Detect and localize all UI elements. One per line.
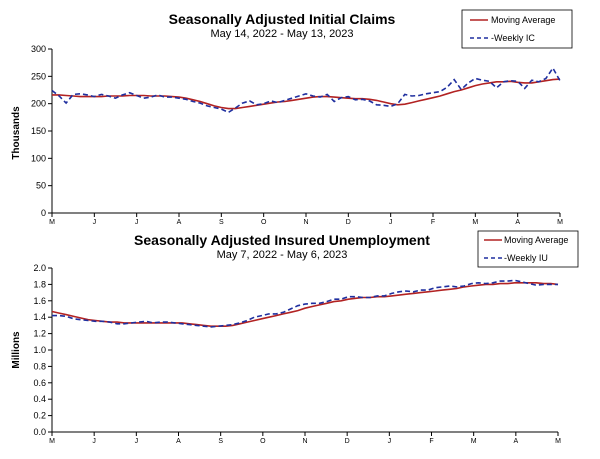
y-tick-label: 0.4 [33,394,46,404]
axes [51,49,560,214]
x-tick-label: J [135,219,139,226]
weekly-line [52,279,558,328]
x-tick-label: M [472,219,478,226]
legend-box [461,9,573,49]
legend-box [477,230,579,268]
x-tick-label: M [557,219,563,226]
chart-subtitle: May 14, 2022 - May 13, 2023 [210,28,353,40]
x-tick-label: D [346,219,351,226]
y-tick-label: 100 [31,153,46,163]
legend-label-weekly: -Weekly IC [491,33,535,43]
x-tick-label: J [92,438,96,445]
x-tick-label: N [303,219,308,226]
x-tick-label: M [49,438,55,445]
y-tick-label: 200 [31,99,46,109]
y-tick-label: 0.0 [33,427,46,437]
legend-label-moving-average: Moving Average [504,235,568,245]
y-tick-label: 50 [36,181,46,191]
x-tick-label: A [176,438,181,445]
x-tick-label: A [513,438,518,445]
x-tick-label: F [431,219,435,226]
x-tick-label: O [260,438,266,445]
legend: Moving Average -Weekly IC [461,9,573,49]
x-tick-label: F [429,438,433,445]
x-tick-label: A [515,219,520,226]
x-tick-label: J [135,438,139,445]
y-tick-label: 1.6 [33,296,46,306]
y-tick-label: 2.0 [33,263,46,273]
y-axis-label: Thousands [11,106,22,160]
weekly-line [51,66,561,114]
insured-unemployment-chart: Seasonally Adjusted Insured Unemployment… [11,230,579,445]
y-tick-label: 250 [31,71,46,81]
y-tick-label: 150 [31,126,46,136]
y-tick-label: 0 [41,208,46,218]
legend-label-moving-average: Moving Average [491,15,555,25]
y-axis-label: Millions [11,331,22,369]
series-lines [51,66,561,114]
x-tick-label: S [219,219,224,226]
chart-title: Seasonally Adjusted Insured Unemployment [134,232,430,248]
series-lines [51,279,559,328]
y-tick-label: 1.0 [33,345,46,355]
y-tick-label: 1.2 [33,329,46,339]
x-tick-label: J [389,219,393,226]
x-tick-label: A [177,219,182,226]
y-tick-label: 0.6 [33,378,46,388]
x-tick-label: M [49,219,55,226]
moving-average-line [51,281,559,328]
x-tick-label: O [261,219,267,226]
y-tick-label: 1.8 [33,279,46,289]
y-tick-label: 1.4 [33,312,46,322]
initial-claims-chart: Seasonally Adjusted Initial Claims May 1… [11,9,573,226]
y-ticks: 0 50 100 150 200 250 300 [31,44,52,218]
y-ticks: 0.0 0.2 0.4 0.6 0.8 1.0 1.2 1.4 1.6 1.8 2.0 [33,263,52,437]
y-tick-label: 0.2 [33,411,46,421]
chart-title: Seasonally Adjusted Initial Claims [169,11,396,27]
x-tick-label: J [388,438,392,445]
x-tick-label: D [345,438,350,445]
x-tick-label: S [218,438,223,445]
chart-subtitle: May 7, 2022 - May 6, 2023 [217,249,348,261]
axes [51,268,558,433]
x-tick-label: J [93,219,97,226]
y-tick-label: 0.8 [33,361,46,371]
x-tick-label: M [555,438,561,445]
x-tick-label: M [471,438,477,445]
x-tick-label: N [302,438,307,445]
y-tick-label: 300 [31,44,46,54]
legend-label-weekly: -Weekly IU [504,253,548,263]
legend: Moving Average -Weekly IU [477,230,579,268]
